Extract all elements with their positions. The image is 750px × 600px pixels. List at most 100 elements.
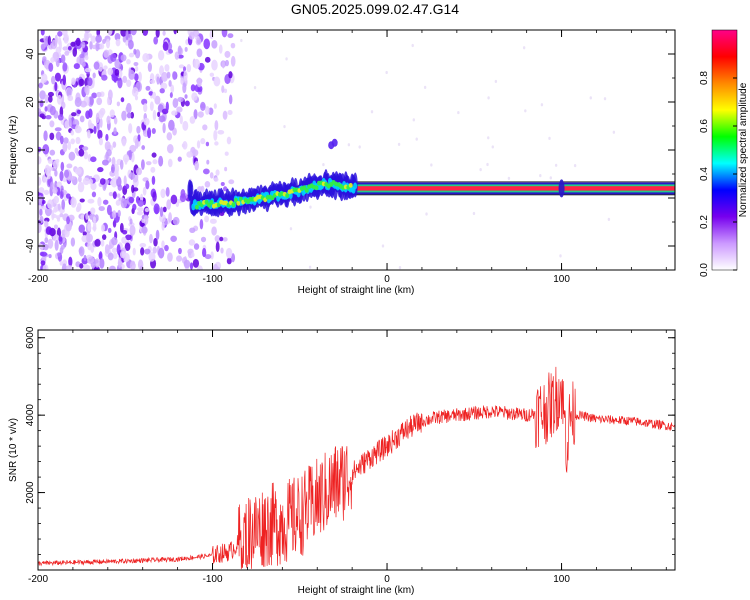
noise-blob bbox=[125, 234, 132, 241]
noise-blob bbox=[191, 149, 199, 157]
noise-blob bbox=[155, 229, 160, 241]
noise-blob bbox=[52, 187, 58, 194]
noise-blob bbox=[84, 67, 92, 73]
noise-blob bbox=[95, 42, 100, 52]
noise-blob bbox=[57, 203, 61, 211]
noise-blob bbox=[101, 234, 107, 240]
noise-blob bbox=[144, 248, 151, 255]
noise-blob bbox=[202, 124, 208, 131]
noise-blob bbox=[178, 247, 182, 255]
noise-blob bbox=[62, 74, 67, 86]
noise-blob bbox=[152, 159, 158, 165]
noise-blob bbox=[64, 50, 70, 56]
noise-blob bbox=[193, 58, 201, 69]
noise-blob bbox=[153, 203, 160, 215]
noise-blob bbox=[90, 35, 97, 43]
noise-blob bbox=[87, 241, 92, 251]
noise-blob bbox=[186, 64, 192, 73]
noise-blob bbox=[38, 146, 42, 153]
noise-blob bbox=[224, 151, 229, 156]
noise-blob bbox=[202, 168, 210, 175]
x-tick-label: -200 bbox=[28, 274, 48, 285]
noise-blob bbox=[97, 196, 102, 207]
noise-blob bbox=[104, 141, 111, 151]
noise-blob bbox=[218, 44, 223, 54]
noise-blob bbox=[88, 108, 93, 118]
noise-blob bbox=[221, 30, 228, 38]
noise-blob bbox=[54, 81, 58, 92]
noise-blob bbox=[54, 72, 62, 82]
noise-blob bbox=[47, 91, 54, 97]
noise-blob bbox=[71, 112, 77, 117]
noise-blob bbox=[60, 161, 65, 172]
noise-blob bbox=[59, 135, 64, 145]
y-tick-label: 2000 bbox=[25, 481, 36, 504]
y-tick-label: 20 bbox=[25, 96, 36, 108]
noise-blob bbox=[169, 92, 173, 98]
noise-blob bbox=[87, 256, 95, 264]
noise-blob bbox=[166, 71, 171, 79]
noise-blob bbox=[189, 116, 196, 124]
noise-blob bbox=[176, 255, 183, 262]
noise-speck bbox=[589, 96, 592, 100]
noise-blob bbox=[46, 166, 53, 172]
noise-blob bbox=[66, 163, 73, 169]
noise-speck bbox=[540, 103, 544, 107]
noise-blob bbox=[149, 233, 153, 244]
noise-blob bbox=[60, 244, 65, 250]
noise-blob bbox=[159, 88, 165, 94]
noise-blob bbox=[90, 207, 96, 215]
noise-blob bbox=[191, 92, 198, 101]
noise-blob bbox=[113, 76, 117, 83]
noise-blob bbox=[113, 127, 117, 135]
noise-blob bbox=[83, 31, 89, 42]
noise-blob bbox=[107, 89, 113, 101]
noise-blob bbox=[182, 82, 187, 94]
noise-blob bbox=[111, 156, 116, 167]
noise-blob bbox=[68, 151, 76, 161]
noise-blob bbox=[109, 265, 116, 270]
noise-blob bbox=[193, 243, 200, 250]
noise-blob bbox=[117, 209, 121, 218]
noise-blob bbox=[54, 127, 62, 132]
noise-blob bbox=[85, 212, 89, 220]
noise-speck bbox=[430, 163, 433, 167]
noise-blob bbox=[228, 179, 235, 185]
noise-blob bbox=[128, 149, 132, 161]
noise-blob bbox=[93, 125, 97, 135]
noise-blob bbox=[116, 101, 121, 107]
noise-blob bbox=[142, 186, 147, 196]
noise-blob bbox=[191, 252, 195, 258]
noise-blob bbox=[91, 92, 98, 99]
noise-speck bbox=[486, 162, 489, 167]
noise-blob bbox=[40, 251, 48, 257]
noise-blob bbox=[141, 218, 146, 223]
y-tick-label: 4000 bbox=[25, 404, 36, 427]
x-tick-label: -100 bbox=[203, 274, 223, 285]
noise-blob bbox=[86, 129, 91, 137]
noise-blob bbox=[92, 216, 96, 223]
noise-blob bbox=[148, 91, 154, 96]
noise-blob bbox=[152, 191, 157, 202]
y-axis-label-bottom: SNR (10 * v/v) bbox=[8, 418, 19, 482]
noise-blob bbox=[87, 33, 93, 38]
noise-blob bbox=[211, 59, 218, 71]
signal-blob-core bbox=[231, 202, 236, 208]
noise-blob bbox=[120, 97, 125, 103]
noise-blob bbox=[213, 103, 217, 109]
noise-blob bbox=[130, 111, 135, 119]
noise-blob bbox=[213, 129, 218, 141]
signal-band-core bbox=[348, 186, 675, 191]
noise-speck bbox=[548, 136, 551, 140]
noise-blob bbox=[155, 30, 160, 38]
noise-blob bbox=[83, 151, 88, 160]
colorbar: 0.0 0.2 0.4 0.6 0.8 Normalized spectral ampl… bbox=[699, 29, 749, 277]
noise-blob bbox=[128, 196, 135, 204]
noise-blob bbox=[86, 233, 93, 243]
noise-blob bbox=[172, 216, 180, 226]
noise-blob bbox=[170, 84, 175, 94]
noise-blob bbox=[214, 141, 219, 146]
noise-blob bbox=[164, 244, 169, 252]
noise-blob bbox=[123, 175, 127, 186]
noise-blob bbox=[166, 143, 174, 154]
